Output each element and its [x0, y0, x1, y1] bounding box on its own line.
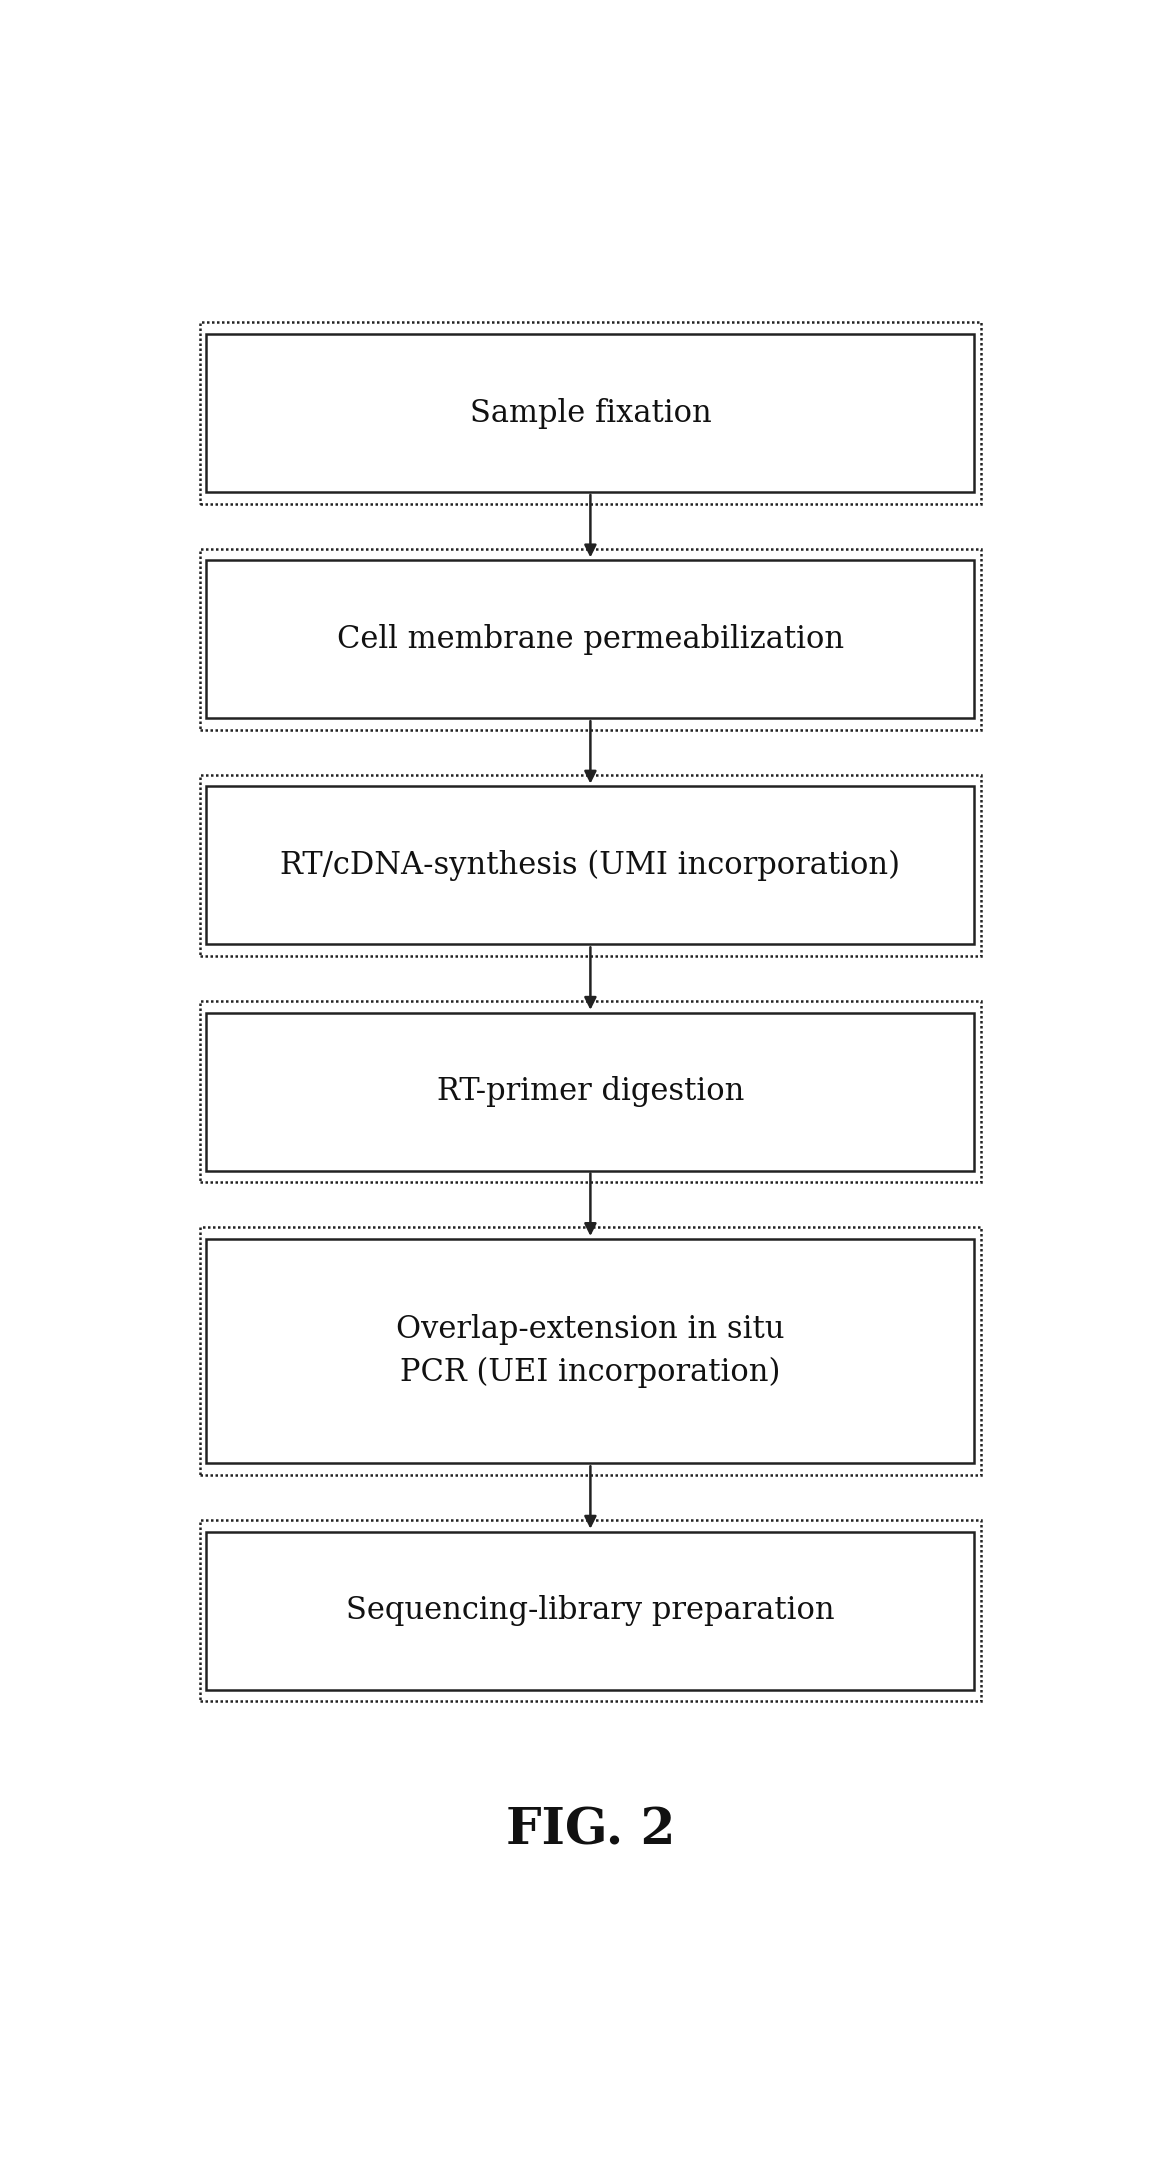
Bar — [206, 559, 975, 719]
Text: Cell membrane permeabilization: Cell membrane permeabilization — [336, 624, 844, 654]
Bar — [200, 1000, 980, 1182]
Bar — [206, 1531, 975, 1689]
Bar — [200, 1227, 980, 1475]
Bar — [206, 1240, 975, 1462]
Bar — [200, 549, 980, 730]
Bar — [200, 322, 980, 503]
Text: RT-primer digestion: RT-primer digestion — [437, 1076, 744, 1108]
Bar — [206, 786, 975, 944]
Text: FIG. 2: FIG. 2 — [506, 1806, 675, 1855]
Bar — [206, 335, 975, 492]
Text: Sample fixation: Sample fixation — [470, 397, 711, 428]
Text: Sequencing-library preparation: Sequencing-library preparation — [346, 1594, 835, 1626]
Bar — [200, 775, 980, 957]
Text: Overlap-extension in situ
PCR (UEI incorporation): Overlap-extension in situ PCR (UEI incor… — [396, 1313, 785, 1389]
Bar — [200, 1521, 980, 1702]
Bar — [206, 1013, 975, 1171]
Text: RT/cDNA-synthesis (UMI incorporation): RT/cDNA-synthesis (UMI incorporation) — [280, 849, 901, 881]
